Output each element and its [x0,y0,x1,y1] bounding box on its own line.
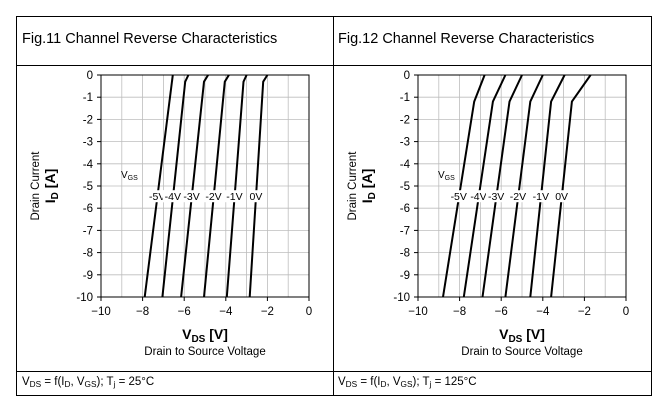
fig11-series-label-bg [203,190,224,203]
fig11-x-tick-label: 0 [306,306,312,318]
fig12-series-label-0V: 0V [555,191,568,203]
fig11-series-label--1V: -1V [226,191,242,203]
fig12-series-line--5V [442,74,486,298]
fig12-series-label-bg [554,190,569,203]
fig12-x-tick-label: −2 [578,306,591,318]
fig11-series-line--2V [203,74,230,298]
fig12-series-label--1V: -1V [533,191,549,203]
fig11-series-label-bg [146,190,168,203]
fig11-y-tick-label: -3 [83,137,93,149]
fig12-series-label--3V: -3V [488,191,504,203]
fig12-x-tick-label: −6 [495,306,508,318]
fig11-chart: 0 -1 -2 -3 -4 -5 -6 -7 -8 -9 -10 −10 −8 −6 −4 −2 0 -5V -4V… [30,70,312,358]
fig12-series-label-bg [485,190,507,203]
fig12-y-tick-label: -2 [400,114,410,126]
fig11-series-label-bg [224,190,245,203]
fig11-title: Fig.11 Channel Reverse Characteristics [22,31,278,47]
fig12-y-tick-label: -6 [400,203,410,215]
fig12-x-tick-label: −4 [536,306,550,318]
fig11-series-line--4V [161,74,190,298]
fig12-series-line--3V [481,74,523,298]
fig11-y-tick-label: -4 [83,159,94,171]
condition-row-divider [17,371,651,372]
fig12-y-tick-label: -1 [400,92,410,104]
fig12-series-label-bg [448,190,470,203]
panel-divider [333,17,334,395]
fig11-x-tick-label: −2 [261,306,274,318]
fig11-y-axis-desc: Drain Current [30,151,42,221]
fig11-condition: VDS = f(ID, VGS); Tj = 25°C [22,376,155,390]
fig11-x-tick-label: −10 [91,306,111,318]
fig11-series-label--5V: -5V [149,191,165,203]
fig11-vgs-label: VGS [121,170,138,182]
fig12-y-tick-label: -4 [400,159,411,171]
fig11-series-label-bg [181,190,202,203]
fig11-y-axis-title: ID [A] [42,169,61,203]
figure-table: Fig.11 Channel Reverse Characteristics F… [16,16,652,396]
fig11-series-label--2V: -2V [205,191,221,203]
fig12-y-tick-label: -5 [400,181,410,193]
fig12-title: Fig.12 Channel Reverse Characteristics [338,31,595,47]
fig12-series-label-bg [530,190,552,203]
fig12-y-tick-label: -9 [400,270,410,282]
fig11-x-tick-label: −6 [178,306,191,318]
fig11-x-axis-title: VDS [V] [182,326,228,345]
fig11-y-tick-label: 0 [87,70,93,82]
fig11-y-tick-label: -7 [83,225,93,237]
fig11-y-tick-label: -2 [83,114,93,126]
fig11-series-label--4V: -4V [165,191,181,203]
fig12-x-axis-title: VDS [V] [499,326,545,345]
fig11-series-line--5V [143,74,174,298]
fig12-x-tick-label: −8 [453,306,466,318]
fig12-y-tick-label: 0 [404,70,410,82]
fig12-series-label--4V: -4V [470,191,486,203]
fig12-y-axis-title: ID [A] [359,169,378,203]
fig12-y-tick-label: -10 [393,292,410,304]
fig12-series-line--4V [462,74,507,298]
fig12-vgs-label: VGS [438,170,455,182]
fig12-y-tick-label: -8 [400,248,410,260]
fig12-chart: 0 -1 -2 -3 -4 -5 -6 -7 -8 -9 -10 −10 −8 −6 −4 −2 0 -5V -4V… [347,70,629,358]
fig11-y-tick-label: -1 [83,92,93,104]
fig12-series-label-bg [507,190,529,203]
fig12-x-axis-desc: Drain to Source Voltage [461,346,582,358]
fig12-series-label-bg [468,190,489,203]
fig11-series-line--1V [225,74,248,298]
fig12-series-label--2V: -2V [510,191,526,203]
fig11-series-line--3V [180,74,209,298]
fig11-y-tick-label: -5 [83,181,93,193]
fig11-x-axis-desc: Drain to Source Voltage [144,346,265,358]
fig11-y-tick-label: -9 [83,270,93,282]
fig11-y-tick-label: -10 [76,292,93,304]
fig12-condition: VDS = f(ID, VGS); Tj = 125°C [338,376,477,390]
fig12-y-tick-label: -3 [400,137,410,149]
fig12-y-axis-desc: Drain Current [347,151,359,221]
fig12-series-line-0V [550,74,592,298]
fig11-series-label-bg [162,190,184,203]
fig12-series-line--2V [504,74,544,298]
fig12-series-label--5V: -5V [451,191,467,203]
fig11-y-tick-label: -8 [83,248,93,260]
fig12-y-tick-label: -7 [400,225,410,237]
fig12-series-line--1V [529,74,566,298]
fig11-series-label-bg [248,190,264,203]
fig11-series-label-0V: 0V [250,191,263,203]
fig11-series-line-0V [248,74,269,298]
title-row-divider [17,65,651,66]
fig11-x-tick-label: −4 [219,306,233,318]
fig12-x-tick-label: 0 [623,306,629,318]
fig11-series-label--3V: -3V [183,191,199,203]
fig12-x-tick-label: −10 [408,306,428,318]
fig11-x-tick-label: −8 [136,306,149,318]
fig11-y-tick-label: -6 [83,203,93,215]
